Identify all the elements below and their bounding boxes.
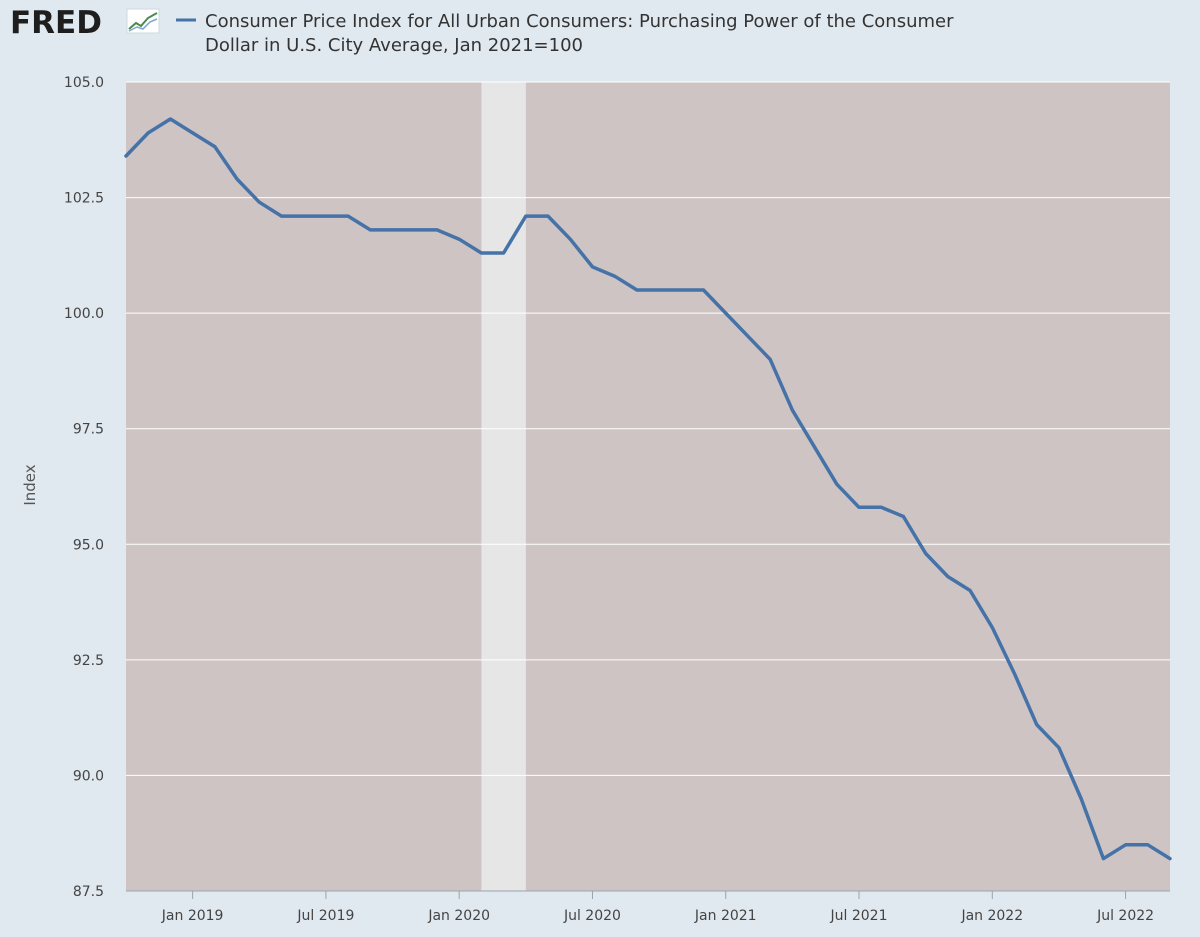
data-point[interactable] bbox=[122, 152, 130, 160]
data-point[interactable] bbox=[833, 480, 841, 488]
plot-area bbox=[126, 82, 1170, 891]
data-point[interactable] bbox=[588, 263, 596, 271]
x-tick-label: Jul 2021 bbox=[830, 908, 888, 924]
y-tick-label: 95.0 bbox=[73, 537, 104, 553]
x-axis-ticks: Jan 2019 Jul 2019 Jan 2020 Jul 2020 Jan 2021… bbox=[126, 890, 1170, 924]
x-tick-label: Jul 2022 bbox=[1096, 908, 1154, 924]
data-point[interactable] bbox=[211, 143, 219, 151]
data-point[interactable] bbox=[433, 226, 441, 234]
data-point[interactable] bbox=[922, 550, 930, 558]
y-tick-label: 97.5 bbox=[73, 422, 104, 438]
data-point[interactable] bbox=[1011, 670, 1019, 678]
y-tick-label: 87.5 bbox=[73, 884, 104, 900]
x-tick-label: Jan 2021 bbox=[694, 908, 757, 924]
recession-band bbox=[481, 82, 526, 891]
data-point[interactable] bbox=[988, 623, 996, 631]
chart-title-line-2: Dollar in U.S. City Average, Jan 2021=10… bbox=[205, 35, 583, 56]
data-point[interactable] bbox=[477, 249, 485, 257]
recession-shading-layer bbox=[481, 82, 526, 891]
data-point[interactable] bbox=[766, 355, 774, 363]
series-line[interactable] bbox=[124, 117, 1172, 861]
y-axis-ticks: 105.0 102.5 100.0 97.5 95.0 92.5 90.0 87.5 bbox=[64, 75, 104, 900]
data-point[interactable] bbox=[566, 235, 574, 243]
data-point[interactable] bbox=[1077, 795, 1085, 803]
data-point[interactable] bbox=[322, 212, 330, 220]
y-axis-title: Index bbox=[21, 464, 39, 505]
series-layer bbox=[122, 115, 1174, 863]
y-tick-label: 100.0 bbox=[64, 306, 104, 322]
data-point[interactable] bbox=[722, 309, 730, 317]
chart-title-line-1: Consumer Price Index for All Urban Consu… bbox=[205, 11, 954, 32]
data-point[interactable] bbox=[1166, 855, 1174, 863]
data-point[interactable] bbox=[500, 249, 508, 257]
y-tick-label: 105.0 bbox=[64, 75, 104, 91]
data-point[interactable] bbox=[633, 286, 641, 294]
data-point[interactable] bbox=[522, 212, 530, 220]
data-point[interactable] bbox=[544, 212, 552, 220]
data-point[interactable] bbox=[1099, 855, 1107, 863]
data-point[interactable] bbox=[455, 235, 463, 243]
y-tick-label: 102.5 bbox=[64, 191, 104, 207]
data-point[interactable] bbox=[611, 272, 619, 280]
data-point[interactable] bbox=[366, 226, 374, 234]
x-tick-label: Jan 2019 bbox=[161, 908, 224, 924]
data-point[interactable] bbox=[1122, 841, 1130, 849]
data-point[interactable] bbox=[344, 212, 352, 220]
data-point[interactable] bbox=[899, 513, 907, 521]
data-point[interactable] bbox=[255, 198, 263, 206]
data-point[interactable] bbox=[877, 503, 885, 511]
data-point[interactable] bbox=[189, 129, 197, 137]
data-point[interactable] bbox=[300, 212, 308, 220]
y-tick-label: 90.0 bbox=[73, 768, 104, 784]
fred-logo[interactable]: FRED bbox=[10, 5, 160, 41]
x-tick-label: Jan 2022 bbox=[960, 908, 1023, 924]
data-point[interactable] bbox=[744, 332, 752, 340]
x-tick-label: Jul 2019 bbox=[296, 908, 354, 924]
fred-logo-text: FRED bbox=[10, 5, 102, 41]
data-point[interactable] bbox=[811, 443, 819, 451]
data-point[interactable] bbox=[233, 175, 241, 183]
data-point[interactable] bbox=[944, 573, 952, 581]
trend-chart-icon bbox=[126, 8, 160, 34]
data-point[interactable] bbox=[277, 212, 285, 220]
data-point[interactable] bbox=[1033, 721, 1041, 729]
data-point[interactable] bbox=[655, 286, 663, 294]
data-point[interactable] bbox=[389, 226, 397, 234]
data-point[interactable] bbox=[166, 115, 174, 123]
x-tick-label: Jul 2020 bbox=[563, 908, 621, 924]
data-point[interactable] bbox=[1055, 744, 1063, 752]
data-point[interactable] bbox=[677, 286, 685, 294]
data-point[interactable] bbox=[411, 226, 419, 234]
data-point[interactable] bbox=[788, 406, 796, 414]
data-point[interactable] bbox=[700, 286, 708, 294]
x-tick-label: Jan 2020 bbox=[427, 908, 490, 924]
data-point[interactable] bbox=[1144, 841, 1152, 849]
data-point[interactable] bbox=[966, 587, 974, 595]
y-tick-label: 92.5 bbox=[73, 653, 104, 669]
data-point[interactable] bbox=[855, 503, 863, 511]
data-point[interactable] bbox=[144, 129, 152, 137]
